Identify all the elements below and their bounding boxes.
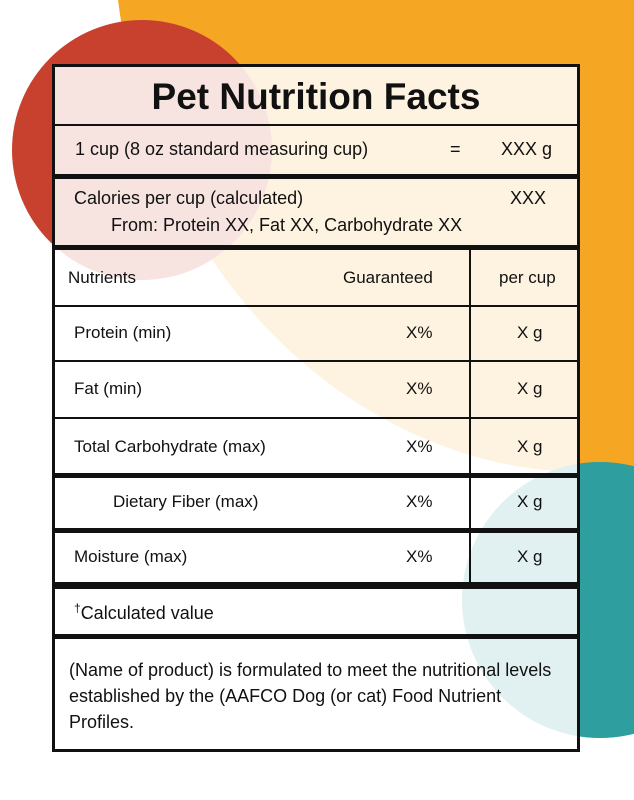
nutrient-guaranteed: X% [406, 547, 433, 566]
nutrition-label: Pet Nutrition Facts 1 cup (8 oz standard… [52, 64, 580, 752]
column-divider [469, 250, 471, 589]
dagger-symbol: † [74, 601, 81, 615]
calories-from: From: Protein XX, Fat XX, Carbohydrate X… [111, 215, 463, 235]
serving-value: XXX g [501, 139, 553, 159]
nutrient-name: Moisture (max) [74, 547, 188, 566]
header-nutrients: Nutrients [68, 268, 137, 287]
header-per-cup: per cup [499, 268, 556, 287]
table-row: Total Carbohydrate (max) X% X g [55, 419, 577, 478]
nutrient-name: Dietary Fiber (max) [113, 492, 259, 511]
nutrient-per-cup: X g [517, 437, 543, 456]
nutrient-per-cup: X g [517, 379, 543, 398]
calories-value: XXX [510, 188, 547, 208]
nutrient-per-cup: X g [517, 492, 543, 511]
nutrient-guaranteed: X% [406, 437, 433, 456]
footnote: †Calculated value [74, 601, 214, 624]
nutrient-guaranteed: X% [406, 492, 433, 511]
nutrient-guaranteed: X% [406, 379, 433, 398]
table-row: Dietary Fiber (max) X% X g [55, 478, 577, 533]
nutrient-per-cup: X g [517, 547, 543, 566]
label-title: Pet Nutrition Facts [55, 67, 577, 126]
nutrient-per-cup: X g [517, 323, 543, 342]
table-row: Protein (min) X% X g [55, 307, 577, 362]
serving-label: 1 cup (8 oz standard measuring cup) [75, 139, 369, 159]
header-guaranteed: Guaranteed [343, 268, 433, 287]
nutrient-name: Protein (min) [74, 323, 172, 342]
table-row: Moisture (max) X% X g [55, 533, 577, 589]
nutrient-name: Total Carbohydrate (max) [74, 437, 266, 456]
table-row: Fat (min) X% X g [55, 362, 577, 419]
calories-label: Calories per cup (calculated) [74, 188, 304, 208]
nutrient-name: Fat (min) [74, 379, 142, 398]
serving-size-row: 1 cup (8 oz standard measuring cup) = XX… [55, 126, 577, 179]
table-header: Nutrients Guaranteed per cup [55, 250, 577, 307]
nutrient-guaranteed: X% [406, 323, 433, 342]
footnote-text: Calculated value [80, 603, 214, 623]
footnote-row: †Calculated value [55, 589, 577, 639]
calories-row: Calories per cup (calculated) XXX From: … [55, 179, 577, 250]
aafco-statement: (Name of product) is formulated to meet … [55, 639, 577, 749]
serving-equals: = [450, 139, 461, 159]
